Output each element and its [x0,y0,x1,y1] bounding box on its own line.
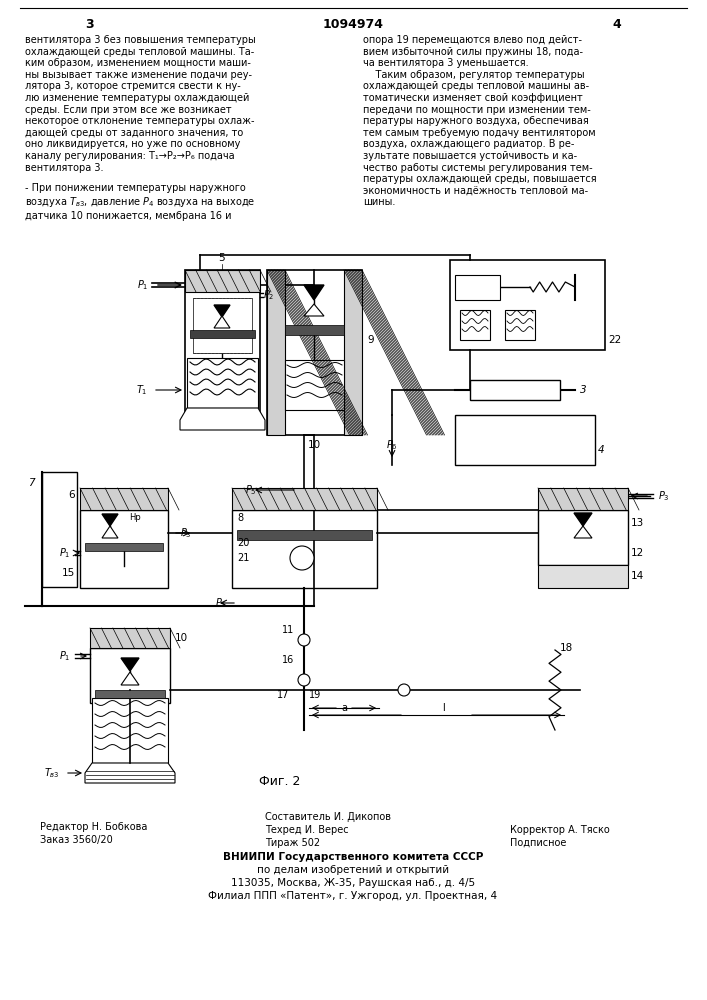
Bar [95,690,165,698]
Bar [90,628,170,648]
Polygon shape [121,658,139,671]
Text: Тираж 502: Тираж 502 [265,838,320,848]
Text: 4: 4 [613,18,621,31]
Text: опора 19 перемещаются влево под дейст-
вием избыточной силы пружины 18, пода-
ча: опора 19 перемещаются влево под дейст- в… [363,35,597,207]
Bar [42,472,77,587]
Polygon shape [121,672,139,685]
Text: $P_3$: $P_3$ [658,489,670,503]
Text: 13: 13 [631,518,644,528]
Bar [187,358,258,408]
Text: $P_1$: $P_1$ [136,278,148,292]
Text: 8: 8 [237,513,243,523]
Circle shape [398,684,410,696]
Text: 16: 16 [282,655,294,665]
Bar [470,380,560,400]
Text: 1094974: 1094974 [322,18,383,31]
Text: Корректор А. Тяско: Корректор А. Тяско [510,825,609,835]
Circle shape [290,546,314,570]
Bar [185,270,260,420]
Text: 11: 11 [282,625,294,635]
Text: $P_5$: $P_5$ [245,483,257,497]
Text: $P_1$: $P_1$ [59,649,70,663]
Text: 17: 17 [276,690,289,700]
Bar [285,360,344,410]
Bar [285,325,344,335]
Bar [267,270,362,435]
Text: $P_5$: $P_5$ [216,596,227,610]
Bar [185,270,260,292]
Text: Техред И. Верес: Техред И. Верес [265,825,349,835]
Bar [80,488,168,510]
Text: 113035, Москва, Ж-35, Раушская наб., д. 4/5: 113035, Москва, Ж-35, Раушская наб., д. … [231,878,475,888]
Bar [232,488,377,510]
Text: Редактор Н. Бобкова: Редактор Н. Бобкова [40,822,147,832]
Polygon shape [304,304,324,316]
Text: $P_6$: $P_6$ [386,438,398,452]
Text: ВНИИПИ Государственного комитета СССР: ВНИИПИ Государственного комитета СССР [223,852,483,862]
Bar [190,330,255,338]
Text: $P_3$: $P_3$ [180,526,192,540]
Text: Нр: Нр [129,514,141,522]
Bar [344,270,362,435]
Bar [450,260,605,350]
Text: Филиал ППП «Патент», г. Ужгород, ул. Проектная, 4: Филиал ППП «Патент», г. Ужгород, ул. Про… [209,891,498,901]
Text: a: a [341,703,347,713]
Bar [90,648,170,703]
Text: 18: 18 [560,643,573,653]
Circle shape [298,634,310,646]
Bar [232,510,377,588]
Text: по делам изобретений и открытий: по делам изобретений и открытий [257,865,449,875]
Text: l: l [443,703,445,713]
Bar [538,510,628,565]
Text: $T_{в3}$: $T_{в3}$ [45,766,60,780]
Bar [267,270,285,435]
Text: Составитель И. Дикопов: Составитель И. Дикопов [265,812,391,822]
Bar [92,698,168,763]
Text: 3: 3 [86,18,94,31]
Polygon shape [102,514,118,526]
Text: Фиг. 2: Фиг. 2 [259,775,300,788]
Polygon shape [574,526,592,538]
Text: 9: 9 [367,335,373,345]
Polygon shape [574,513,592,526]
Bar [460,310,490,340]
Text: 20: 20 [237,538,250,548]
Polygon shape [214,305,230,317]
Polygon shape [180,408,265,430]
Text: Заказ 3560/20: Заказ 3560/20 [40,835,112,845]
Text: 12: 12 [631,548,644,558]
Text: $T_1$: $T_1$ [136,383,148,397]
Bar [538,565,628,588]
Bar [538,488,628,510]
Polygon shape [102,526,118,538]
Bar [85,543,163,551]
Bar [505,310,535,340]
Text: 4: 4 [598,445,604,455]
Text: $P_1$: $P_1$ [59,546,70,560]
Text: 22: 22 [608,335,621,345]
Bar [193,298,252,353]
Bar [237,530,372,540]
Bar [80,510,168,588]
Text: 15: 15 [62,568,75,578]
Text: 7: 7 [28,478,35,488]
Bar [455,275,500,300]
Polygon shape [85,763,175,783]
Polygon shape [214,316,230,328]
Text: 6: 6 [69,490,75,500]
Polygon shape [304,285,324,300]
Circle shape [298,674,310,686]
Text: 3: 3 [580,385,587,395]
Text: 21: 21 [237,553,250,563]
Text: 19: 19 [309,690,321,700]
Bar [455,415,595,465]
Text: - При понижении температуры наружного
воздуха $T_{в3}$, давление $P_4$ воздуха н: - При понижении температуры наружного во… [25,183,255,221]
Text: 5: 5 [218,253,226,263]
Text: 14: 14 [631,571,644,581]
Text: Подписное: Подписное [510,838,566,848]
Text: 10: 10 [308,440,320,450]
Text: 10: 10 [175,633,188,643]
Text: вентилятора 3 без повышения температуры
охлаждающей среды тепловой машины. Та-
к: вентилятора 3 без повышения температуры … [25,35,256,173]
Text: $P_2$: $P_2$ [263,288,274,302]
